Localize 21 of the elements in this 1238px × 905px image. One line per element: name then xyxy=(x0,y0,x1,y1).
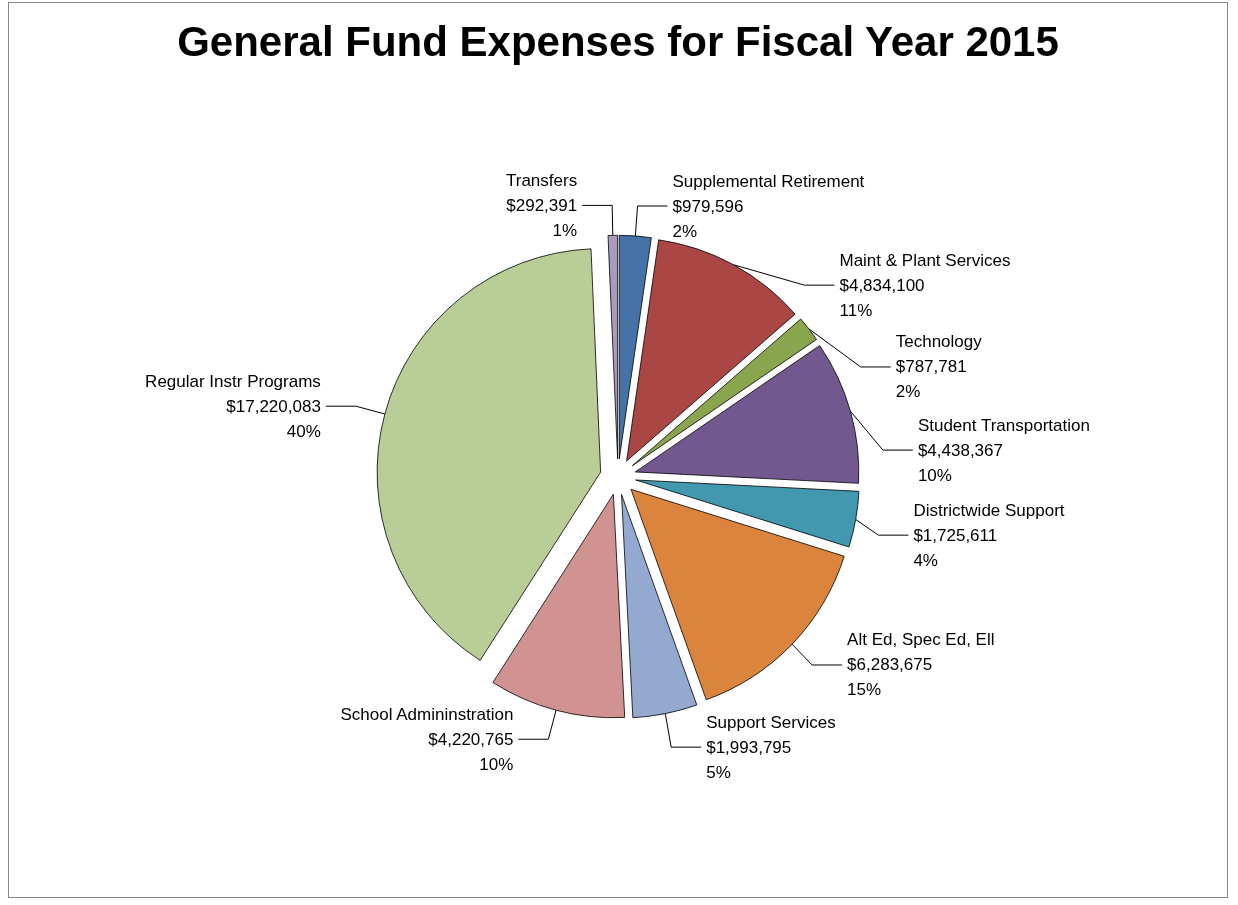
data-label: $4,220,765 10% xyxy=(428,729,514,774)
data-label: $1,725,611 4% xyxy=(913,525,998,570)
slice-label: Student Transportation xyxy=(917,415,1090,435)
data-label: $787,781 2% xyxy=(895,357,967,402)
slice-label: Regular Instr Programs xyxy=(145,371,321,391)
slice-label: Alt Ed, Spec Ed, Ell xyxy=(847,630,995,650)
data-label: $1,993,795 5% xyxy=(706,737,792,782)
slice-label: Technology xyxy=(895,332,983,352)
data-label: $6,283,675 15% xyxy=(847,655,933,700)
data-label: $4,438,367 10% xyxy=(917,440,1003,485)
data-label: $17,220,083 40% xyxy=(226,396,321,441)
slice-label: School Admininstration xyxy=(340,704,514,724)
slice-label: Maint & Plant Services xyxy=(839,250,1011,270)
data-label: $979,596 2% xyxy=(672,196,744,241)
data-label: $292,391 1% xyxy=(506,195,578,240)
slice-label: Districtwide Support xyxy=(913,500,1065,520)
data-label: $4,834,100 11% xyxy=(839,275,925,320)
slice-label: Support Services xyxy=(706,712,836,732)
slice-label: Transfers xyxy=(506,170,578,190)
chart-title: General Fund Expenses for Fiscal Year 2015 xyxy=(177,17,1059,65)
slice-label: Supplemental Retirement xyxy=(672,171,865,191)
